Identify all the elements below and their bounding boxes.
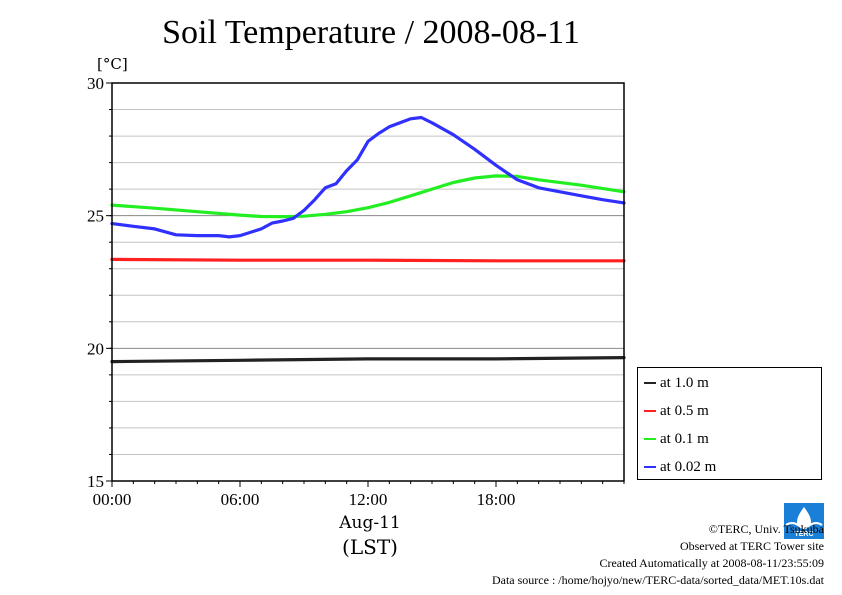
logo-text: TERC: [794, 531, 813, 538]
tick-labels: 15 20 25 30 00:00 06:00 12:00 18:00: [87, 74, 515, 509]
footer-source: Data source : /home/hojyo/new/TERC-data/…: [491, 573, 824, 587]
axis-ticks: [106, 82, 625, 487]
x-tick-label: 12:00: [349, 490, 388, 509]
y-axis-unit-label: [°C]: [97, 55, 128, 73]
x-tick-label: 06:00: [221, 490, 260, 509]
legend-item: at 0.1 m: [644, 428, 709, 450]
legend-swatch: [644, 438, 656, 440]
legend-swatch: [644, 410, 656, 412]
grid-lines: [112, 109, 624, 455]
footer-site: Observed at TERC Tower site: [679, 539, 824, 553]
x-axis-timezone-label: (LST): [342, 535, 398, 559]
footer-copyright: ©TERC, Univ. Tsukuba: [708, 522, 824, 536]
footer-created: Created Automatically at 2008-08-11/23:5…: [599, 556, 824, 570]
legend-item: at 0.5 m: [644, 400, 709, 422]
legend-swatch: [644, 382, 656, 384]
legend-item: at 0.02 m: [644, 456, 716, 478]
legend-swatch: [644, 466, 656, 468]
series-line-at-0-02-m: [110, 115, 626, 239]
y-tick-label: 15: [87, 472, 104, 491]
legend-label: at 0.5 m: [660, 402, 709, 419]
legend: at 1.0 m at 0.5 m at 0.1 m at 0.02 m: [637, 367, 822, 480]
y-tick-label: 25: [87, 207, 104, 226]
legend-item: at 1.0 m: [644, 372, 709, 394]
x-tick-label: 18:00: [477, 490, 516, 509]
y-tick-label: 20: [87, 339, 104, 358]
legend-label: at 0.1 m: [660, 430, 709, 447]
legend-label: at 0.02 m: [660, 458, 717, 475]
terc-logo-icon: TERC: [784, 503, 824, 539]
x-axis-date-label: Aug-11: [339, 513, 401, 533]
y-tick-label: 30: [87, 74, 104, 93]
x-tick-label: 00:00: [93, 490, 132, 509]
series-line-at-1-0-m: [110, 356, 626, 364]
series-line-at-0-5-m: [110, 257, 626, 263]
series-lines: [110, 115, 626, 364]
series-line-at-0-1-m: [110, 174, 626, 219]
footer-info: ©TERC, Univ. Tsukuba Observed at TERC To…: [492, 521, 824, 589]
legend-label: at 1.0 m: [660, 374, 709, 391]
chart-title: Soil Temperature / 2008-08-11: [162, 14, 580, 51]
